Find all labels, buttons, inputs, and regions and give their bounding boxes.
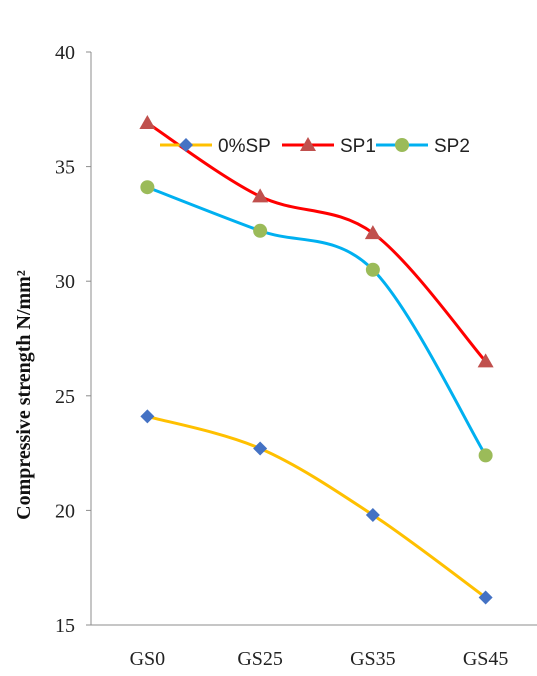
data-point-sp2: [253, 223, 268, 238]
series-line-0sp: [145, 414, 488, 599]
data-point-sp2: [478, 448, 493, 463]
y-tick-label: 30: [55, 271, 75, 293]
legend-marker-sp1: [300, 137, 316, 151]
x-tick-label: GS0: [130, 648, 166, 670]
series-sp2: [140, 180, 493, 463]
x-tick-label: GS35: [350, 648, 396, 670]
axes: 15 20 25 30 35 40 GS0 GS25 GS35 GS45: [55, 42, 537, 670]
y-tick-label: 35: [55, 157, 75, 179]
y-tick-label: 25: [55, 386, 75, 408]
legend-marker-sp2: [395, 138, 409, 152]
series-0sp: [140, 409, 493, 605]
series-line-sp2: [145, 185, 488, 457]
data-point-sp2: [140, 180, 155, 195]
data-point-0sp: [253, 441, 268, 456]
y-tick-label: 20: [55, 500, 75, 522]
legend-item-0sp: 0%SP: [160, 136, 271, 157]
legend-item-sp2: SP2: [376, 136, 470, 157]
legend: 0%SP SP1 SP2: [160, 136, 470, 157]
series-line-sp1: [145, 121, 488, 363]
series-group: [139, 115, 494, 605]
y-tick-label: 40: [55, 42, 75, 64]
x-tick-label: GS25: [237, 648, 283, 670]
x-tick-label: GS45: [463, 648, 509, 670]
data-point-sp1: [477, 353, 494, 368]
legend-label-0sp: 0%SP: [218, 136, 271, 157]
series-sp1: [139, 115, 494, 368]
data-point-sp1: [364, 225, 381, 240]
data-point-0sp: [478, 590, 493, 605]
data-point-sp1: [139, 115, 156, 130]
legend-marker-0sp: [179, 138, 193, 152]
legend-label-sp2: SP2: [434, 136, 470, 157]
data-point-sp2: [365, 262, 380, 277]
legend-label-sp1: SP1: [340, 136, 376, 157]
data-point-sp1: [252, 188, 269, 203]
y-axis-title: Compressive strength N/mm²: [13, 270, 35, 520]
data-point-0sp: [365, 507, 380, 522]
y-tick-label: 15: [55, 615, 75, 637]
legend-item-sp1: SP1: [282, 136, 376, 157]
data-point-0sp: [140, 409, 155, 424]
